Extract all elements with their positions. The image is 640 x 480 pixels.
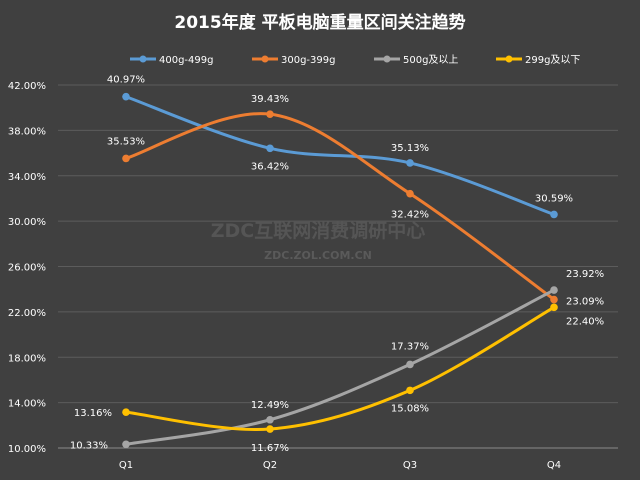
data-point bbox=[550, 303, 558, 312]
legend-label: 299g及以下 bbox=[525, 54, 580, 66]
data-point bbox=[122, 440, 130, 449]
data-labels: 40.97% 36.42% 35.13% 30.59% 35.53% 39.43% 32.4… bbox=[70, 75, 604, 454]
legend: 400g-499g 300g-399g 500g及以上 299g及以下 bbox=[130, 54, 580, 66]
y-tick-label: 18.00% bbox=[8, 353, 46, 364]
gridlines bbox=[58, 84, 618, 449]
series-group bbox=[122, 92, 558, 449]
legend-item: 300g-399g bbox=[252, 55, 335, 66]
data-point bbox=[266, 144, 274, 153]
data-label: 35.13% bbox=[391, 143, 429, 154]
y-tick-label: 10.00% bbox=[8, 444, 46, 455]
data-label: 23.09% bbox=[566, 297, 604, 308]
series-3 bbox=[122, 286, 558, 449]
data-label: 12.49% bbox=[251, 400, 289, 411]
legend-item: 299g及以下 bbox=[496, 54, 580, 66]
data-point bbox=[122, 408, 130, 416]
x-axis-ticks: Q1 Q2 Q3 Q4 bbox=[119, 460, 561, 471]
data-label: 35.53% bbox=[107, 136, 145, 147]
legend-item: 500g及以上 bbox=[374, 54, 458, 66]
series-line bbox=[124, 288, 556, 446]
y-axis-ticks: 10.00% 14.00% 18.00% 22.00% 26.00% 30.00% 34.0… bbox=[8, 81, 46, 455]
chart-title: 2015年度 平板电脑重量区间关注趋势 bbox=[174, 12, 465, 33]
data-point bbox=[550, 210, 558, 219]
data-label: 17.37% bbox=[391, 341, 429, 352]
legend-label: 500g及以上 bbox=[403, 54, 458, 66]
data-label: 40.97% bbox=[107, 75, 145, 86]
y-tick-label: 14.00% bbox=[8, 399, 46, 410]
data-label: 23.92% bbox=[566, 269, 604, 280]
x-tick-label: Q4 bbox=[547, 460, 561, 471]
legend-label: 300g-399g bbox=[281, 55, 335, 66]
watermark-main: ZDC互联网消费调研中心 bbox=[211, 219, 426, 242]
y-tick-label: 26.00% bbox=[8, 263, 46, 274]
data-point bbox=[406, 189, 414, 198]
watermark-sub: ZDC.ZOL.COM.CN bbox=[264, 249, 372, 262]
series-line bbox=[124, 95, 556, 216]
series-line bbox=[124, 112, 556, 302]
legend-swatch-marker bbox=[261, 55, 269, 63]
data-label: 30.59% bbox=[535, 193, 573, 204]
data-label: 39.43% bbox=[251, 94, 289, 105]
y-tick-label: 38.00% bbox=[8, 126, 46, 137]
data-label: 11.67% bbox=[251, 443, 289, 454]
data-point bbox=[406, 159, 414, 167]
legend-swatch-marker bbox=[139, 55, 147, 63]
series-1 bbox=[122, 92, 558, 219]
data-label: 32.42% bbox=[391, 210, 429, 221]
legend-item: 400g-499g bbox=[130, 55, 213, 66]
data-point bbox=[406, 360, 414, 369]
y-tick-label: 34.00% bbox=[8, 172, 46, 183]
data-point bbox=[122, 154, 130, 163]
data-point bbox=[550, 286, 558, 294]
data-label: 36.42% bbox=[251, 161, 289, 172]
data-point bbox=[266, 425, 274, 433]
data-label: 15.08% bbox=[391, 403, 429, 414]
x-tick-label: Q1 bbox=[119, 460, 133, 471]
data-point bbox=[122, 92, 130, 101]
legend-swatch-marker bbox=[383, 55, 391, 63]
x-tick-label: Q3 bbox=[403, 460, 417, 471]
y-tick-label: 30.00% bbox=[8, 217, 46, 228]
data-point bbox=[266, 110, 274, 118]
series-line bbox=[124, 305, 556, 432]
series-4 bbox=[122, 303, 558, 433]
data-point bbox=[550, 295, 558, 304]
series-2 bbox=[122, 110, 558, 304]
y-tick-label: 42.00% bbox=[8, 81, 46, 92]
legend-swatch-marker bbox=[505, 55, 513, 63]
legend-label: 400g-499g bbox=[159, 55, 213, 66]
watermark: ZDC互联网消费调研中心 ZDC.ZOL.COM.CN bbox=[211, 219, 426, 262]
data-point bbox=[406, 386, 414, 395]
data-label: 10.33% bbox=[70, 440, 108, 451]
y-tick-label: 22.00% bbox=[8, 308, 46, 319]
data-point bbox=[266, 415, 274, 424]
data-label: 13.16% bbox=[74, 408, 112, 419]
data-label: 22.40% bbox=[566, 316, 604, 327]
x-tick-label: Q2 bbox=[263, 460, 277, 471]
